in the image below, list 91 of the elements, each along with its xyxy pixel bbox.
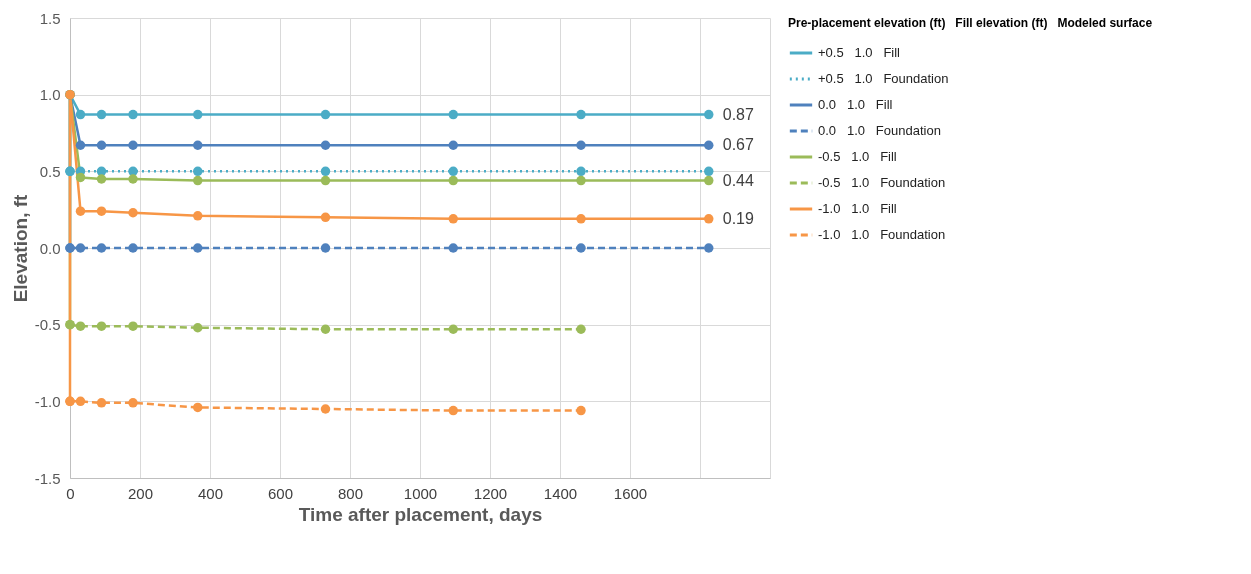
point <box>193 140 203 150</box>
x-tick-label: 600 <box>267 484 294 502</box>
data-label: 0.44 <box>722 171 754 189</box>
y-tick-label: -1.0 <box>34 392 61 410</box>
point <box>448 109 458 120</box>
legend-label: +0.5 1.0 Foundation <box>818 71 949 86</box>
point <box>320 175 331 186</box>
legend-label: -0.5 1.0 Foundation <box>818 175 946 190</box>
point <box>96 398 107 408</box>
point <box>193 323 203 333</box>
x-tick-label: 200 <box>127 484 154 502</box>
y-tick-label: -0.5 <box>34 316 61 334</box>
point <box>75 206 86 216</box>
data-label: 0.19 <box>722 209 754 227</box>
point <box>576 175 586 186</box>
point <box>576 405 586 416</box>
point <box>75 172 86 183</box>
point <box>576 324 586 334</box>
point <box>193 175 203 186</box>
y-tick-label: 1.0 <box>39 86 61 104</box>
point <box>320 404 331 414</box>
point <box>128 321 138 331</box>
point <box>193 243 203 253</box>
x-axis-title: Time after placement, days <box>298 503 543 525</box>
point <box>704 243 714 253</box>
point <box>96 140 107 150</box>
y-tick-label: 0.0 <box>39 239 61 257</box>
point <box>96 109 107 120</box>
point <box>448 324 458 334</box>
point <box>193 166 203 177</box>
point <box>576 109 586 120</box>
point <box>320 212 331 223</box>
point <box>96 206 107 216</box>
point <box>704 166 714 177</box>
data-label: 0.87 <box>722 105 754 123</box>
point <box>128 208 138 218</box>
point <box>704 175 714 186</box>
x-tick-label: 1400 <box>543 484 578 502</box>
point <box>75 243 86 253</box>
point <box>448 405 458 416</box>
point <box>320 109 331 120</box>
legend-label: 0.0 1.0 Foundation <box>818 123 941 138</box>
point <box>75 109 86 120</box>
y-axis-title: Elevation, ft <box>9 193 31 303</box>
x-tick-label: 1200 <box>473 484 508 502</box>
point <box>448 166 458 177</box>
point <box>448 214 458 224</box>
x-tick-label: 0 <box>66 484 75 502</box>
point <box>576 140 586 150</box>
y-tick-label: 1.5 <box>39 9 61 27</box>
point <box>576 166 586 177</box>
x-tick-label: 400 <box>197 484 224 502</box>
point <box>320 140 331 150</box>
x-tick-label: 1600 <box>613 484 648 502</box>
point <box>128 398 138 408</box>
point <box>128 140 138 150</box>
legend-label: -1.0 1.0 Foundation <box>818 227 946 242</box>
point <box>75 140 86 150</box>
y-tick-label: 0.5 <box>39 162 61 180</box>
data-label: 0.67 <box>722 136 754 154</box>
point <box>320 324 331 334</box>
legend-label: 0.0 1.0 Fill <box>818 97 893 112</box>
point <box>320 243 331 253</box>
point <box>448 175 458 186</box>
x-tick-label: 800 <box>337 484 364 502</box>
legend-label: -1.0 1.0 Fill <box>818 201 897 216</box>
point <box>75 396 86 407</box>
x-tick-label: 1000 <box>403 484 438 502</box>
point <box>448 140 458 150</box>
legend-label: -0.5 1.0 Fill <box>818 149 897 164</box>
point <box>193 402 203 413</box>
point <box>96 321 107 331</box>
point <box>128 243 138 253</box>
point <box>96 174 107 184</box>
point <box>128 174 138 184</box>
point <box>704 140 714 150</box>
point <box>96 243 107 253</box>
point <box>193 211 203 221</box>
point <box>576 214 586 224</box>
point <box>704 109 714 120</box>
point <box>704 214 714 224</box>
y-tick-label: -1.5 <box>34 469 61 487</box>
point <box>128 166 138 177</box>
point <box>75 321 86 331</box>
point <box>320 166 331 177</box>
point <box>193 109 203 120</box>
point <box>448 243 458 253</box>
legend-label: +0.5 1.0 Fill <box>818 45 901 60</box>
point <box>576 243 586 253</box>
legend-title: Pre-placement elevation (ft) Fill elevation (ft) Modeled surface <box>788 16 1153 30</box>
point <box>128 109 138 120</box>
